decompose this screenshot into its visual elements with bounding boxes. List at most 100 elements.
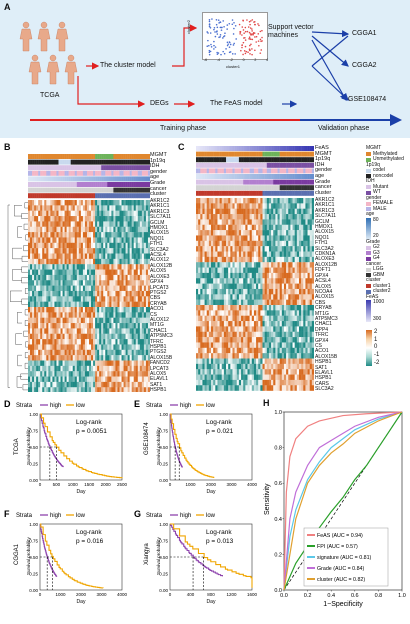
heatmap-cell — [80, 285, 84, 292]
heatmap-cell — [119, 210, 122, 217]
heatmap-cell — [204, 230, 207, 236]
heatmap-cell — [84, 307, 88, 313]
heatmap-cell — [198, 310, 201, 316]
heatmap-cell — [268, 326, 272, 332]
scatter-point — [210, 43, 212, 46]
heatmap-cell — [117, 312, 120, 318]
heatmap-cell — [42, 301, 45, 308]
heatmap-cell — [277, 203, 280, 209]
heatmap-cell — [80, 248, 84, 254]
heatmap-cell — [68, 376, 71, 383]
annotation-cell — [56, 165, 59, 171]
heatmap-cell — [68, 269, 71, 276]
heatmap-cell — [298, 203, 302, 209]
heatmap-cell — [131, 328, 134, 334]
scatter-point — [223, 25, 225, 28]
annotation-cell — [111, 170, 114, 176]
heatmap-cell — [103, 290, 106, 297]
heatmap-cell — [232, 198, 235, 204]
heatmap-cell — [52, 371, 55, 377]
heatmap-cell — [273, 283, 276, 290]
heatmap-cell — [213, 299, 216, 306]
heatmap-cell — [258, 230, 261, 236]
heatmap-cell — [119, 200, 122, 206]
heatmap-cell — [226, 288, 229, 295]
annotation-cell — [58, 159, 61, 165]
annotation-cell — [221, 179, 225, 185]
heatmap-cell — [93, 248, 96, 254]
heatmap-cell — [143, 264, 147, 270]
annotation-cell — [249, 179, 252, 185]
annotation-cell — [93, 170, 96, 176]
heatmap-cell — [268, 230, 272, 236]
heatmap-cell — [273, 347, 276, 354]
annotation-cell — [268, 157, 272, 163]
heatmap-cell — [200, 208, 203, 215]
heatmap-cell — [127, 387, 130, 392]
heatmap-cell — [217, 347, 220, 354]
heatmap-cell — [48, 280, 51, 286]
annotation-cell — [101, 159, 104, 165]
annotation-cell — [80, 187, 84, 193]
heatmap-cell — [93, 226, 96, 233]
heatmap-cell — [137, 323, 141, 329]
heatmap-cell — [245, 235, 248, 241]
scatter-point — [219, 34, 222, 36]
heatmap-cell — [30, 274, 33, 281]
heatmap-cell — [213, 256, 216, 263]
heatmap-cell — [258, 251, 261, 258]
heatmap-cell — [80, 280, 84, 286]
heatmap-cell — [115, 323, 118, 329]
heatmap-cell — [143, 280, 147, 286]
heatmap-cell — [277, 337, 280, 343]
heatmap-cell — [40, 248, 43, 254]
heatmap-cell — [119, 232, 122, 238]
scatter-point — [208, 23, 211, 25]
heatmap-cell — [66, 258, 69, 265]
heatmap-cell — [305, 310, 308, 316]
annotation-cell — [58, 170, 61, 176]
heatmap-cell — [141, 290, 145, 297]
heatmap-cell — [111, 296, 114, 302]
heatmap-cell — [50, 237, 53, 243]
annotation-cell — [208, 162, 212, 168]
heatmap-cell — [298, 208, 302, 215]
heatmap-cell — [115, 349, 118, 356]
heatmap-cell — [133, 221, 136, 227]
heatmap-cell — [86, 269, 90, 276]
annotation-cell — [286, 146, 289, 151]
annotation-cell — [40, 170, 43, 176]
heatmap-cell — [211, 246, 214, 252]
heatmap-cell — [281, 272, 285, 279]
annotation-cell — [93, 176, 96, 182]
annotation-cell — [52, 170, 55, 176]
heatmap-cell — [125, 237, 128, 243]
annotation-cell — [101, 182, 104, 187]
heatmap-cell — [251, 342, 255, 348]
heatmap-cell — [198, 331, 201, 338]
annotation-cell — [208, 174, 212, 179]
heatmap-cell — [266, 347, 270, 354]
heatmap-cell — [42, 237, 45, 243]
heatmap-cell — [223, 331, 227, 338]
heatmap-cell — [273, 246, 276, 252]
heatmap-cell — [101, 269, 104, 276]
heatmap-cell — [86, 216, 90, 222]
heatmap-cell — [206, 272, 210, 279]
annotation-cell — [202, 157, 205, 163]
gene-label: LPCAT3 — [150, 284, 169, 291]
heatmap-cell — [145, 339, 149, 345]
heatmap-cell — [82, 248, 86, 254]
heatmap-cell — [129, 317, 132, 324]
heatmap-cell — [56, 376, 59, 383]
heatmap-cell — [36, 290, 39, 297]
heatmap-cell — [260, 230, 263, 236]
heatmap-cell — [258, 347, 261, 354]
heatmap-cell — [275, 326, 278, 332]
heatmap-cell — [74, 248, 77, 254]
heatmap-cell — [219, 342, 222, 348]
heatmap-cell — [266, 331, 270, 338]
heatmap-cell — [84, 269, 88, 276]
heatmap-cell — [56, 317, 59, 324]
annotation-cell — [294, 185, 298, 191]
